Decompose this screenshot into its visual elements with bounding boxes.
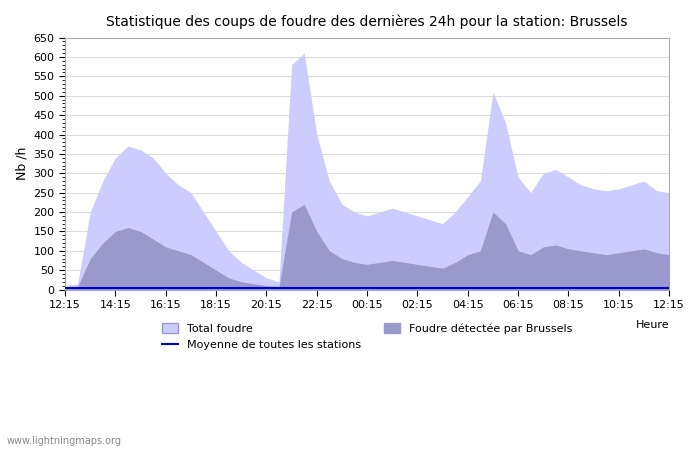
- Text: www.lightningmaps.org: www.lightningmaps.org: [7, 436, 122, 446]
- Legend: Total foudre, Moyenne de toutes les stations, Foudre détectée par Brussels: Total foudre, Moyenne de toutes les stat…: [158, 319, 577, 355]
- Y-axis label: Nb /h: Nb /h: [15, 147, 28, 180]
- Text: Heure: Heure: [636, 320, 669, 330]
- Title: Statistique des coups de foudre des dernières 24h pour la station: Brussels: Statistique des coups de foudre des dern…: [106, 15, 628, 30]
